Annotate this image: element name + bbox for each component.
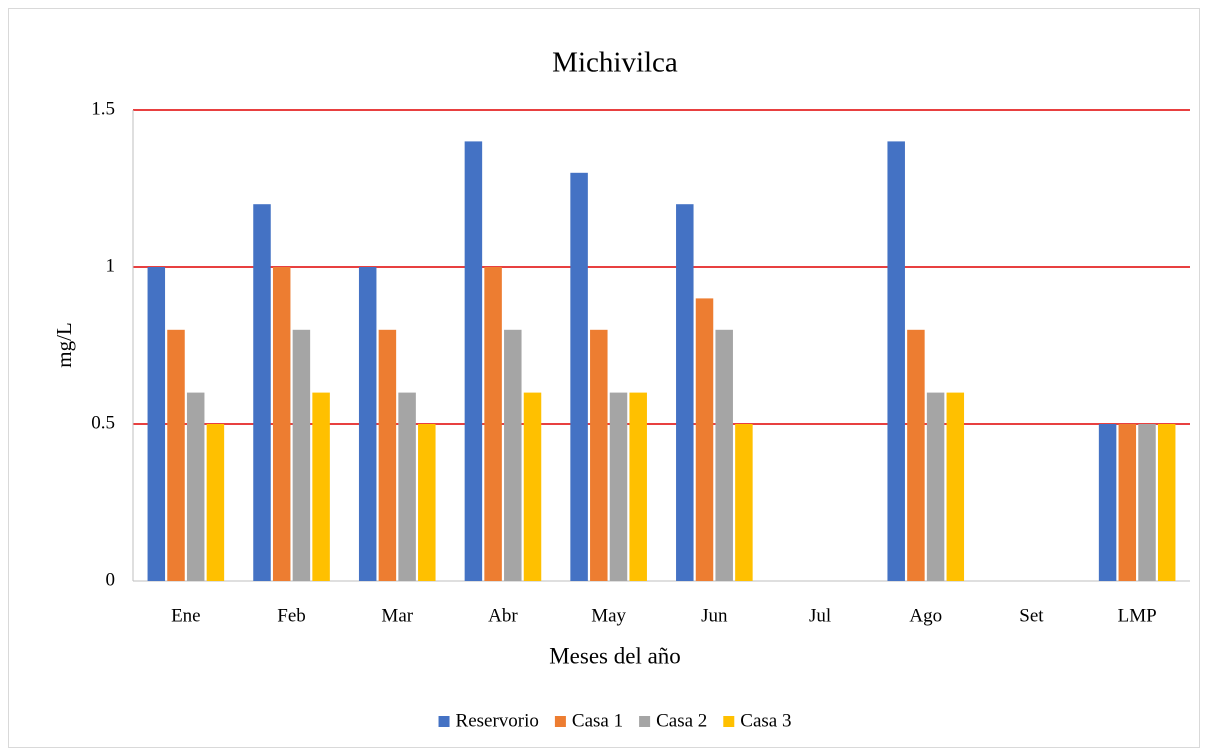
bar [504, 329, 522, 581]
bar [887, 141, 905, 581]
bar [907, 329, 925, 581]
x-tick-label: Set [1019, 605, 1044, 626]
bar [695, 298, 714, 581]
y-axis-title: mg/L [52, 322, 76, 368]
x-tick-label: Jun [701, 605, 728, 626]
bar [590, 329, 608, 581]
bar [1157, 424, 1176, 581]
y-tick-label: 0 [106, 569, 116, 590]
legend-swatch [438, 716, 450, 727]
bar [253, 204, 271, 581]
bar [358, 267, 377, 581]
bar [398, 392, 416, 581]
bar [609, 392, 628, 581]
x-tick-label: Abr [488, 605, 518, 626]
legend-label: Casa 1 [572, 710, 623, 731]
legend-swatch [639, 716, 651, 727]
bar [186, 392, 205, 581]
legend-swatch [723, 716, 735, 727]
bar [418, 424, 436, 581]
x-tick-label: Feb [277, 605, 306, 626]
x-tick-label: LMP [1118, 605, 1157, 626]
legend-label: Casa 3 [740, 710, 791, 731]
bar [570, 172, 588, 582]
bar [147, 267, 166, 581]
legend-label: Reservorio [456, 710, 539, 731]
legend-label: Casa 2 [656, 710, 707, 731]
bar [926, 392, 945, 581]
bar [1118, 424, 1137, 581]
legend-swatch [554, 716, 566, 727]
bar [715, 329, 733, 581]
y-tick-label: 0.5 [91, 412, 115, 433]
bar [312, 392, 330, 581]
bar [1138, 424, 1156, 581]
bar [464, 141, 483, 581]
x-axis-title: Meses del año [549, 643, 681, 668]
bar [523, 392, 542, 581]
chart-title: Michivilca [552, 47, 678, 79]
bar [946, 392, 965, 581]
bar [676, 204, 694, 581]
x-tick-label: Mar [381, 605, 413, 626]
y-tick-label: 1 [106, 255, 116, 276]
bar [629, 392, 647, 581]
bar [206, 424, 225, 581]
x-tick-label: May [591, 605, 626, 626]
bar [484, 267, 502, 581]
bar [292, 329, 311, 581]
bar [735, 424, 753, 581]
bar [1098, 424, 1117, 581]
x-tick-label: Jul [809, 605, 831, 626]
bar [272, 267, 291, 581]
bar [167, 329, 185, 581]
bar [378, 329, 397, 581]
x-tick-label: Ene [171, 605, 201, 626]
y-tick-label: 1.5 [91, 98, 115, 119]
x-tick-label: Ago [909, 605, 942, 626]
